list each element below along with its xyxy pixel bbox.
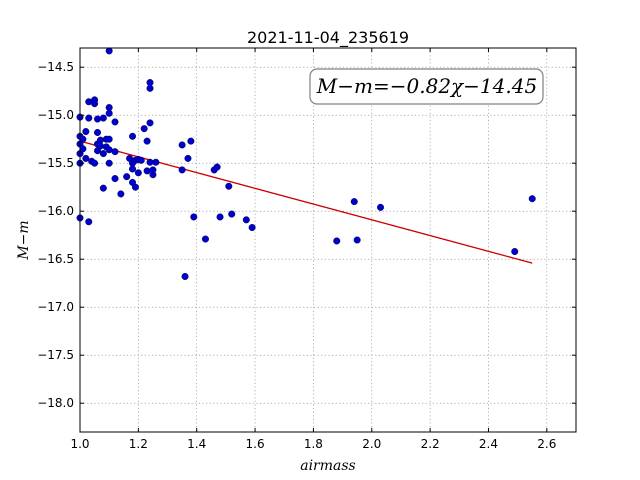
x-tick-label: 2.4 [479, 437, 498, 451]
chart-title: 2021-11-04_235619 [247, 28, 409, 48]
data-point [111, 148, 119, 156]
data-point [117, 190, 125, 198]
x-tick-label: 2.6 [537, 437, 556, 451]
data-point [228, 210, 236, 218]
data-point [333, 237, 341, 245]
data-point [79, 145, 87, 153]
data-point [146, 119, 154, 127]
data-point [99, 184, 107, 192]
y-tick-label: −15.0 [37, 108, 74, 122]
data-point [105, 135, 113, 143]
fit-annotation: M−m=−0.82χ−14.45 [309, 68, 544, 105]
data-point [178, 141, 186, 149]
data-point [111, 118, 119, 126]
data-point [99, 150, 107, 158]
x-axis-label: airmass [300, 458, 356, 474]
y-tick-label: −15.5 [37, 156, 74, 170]
data-point [134, 169, 142, 177]
y-tick-label: −18.0 [37, 396, 74, 410]
data-point [131, 183, 139, 191]
data-point [146, 84, 154, 92]
data-point [137, 156, 145, 164]
data-point [152, 158, 160, 166]
data-point [85, 98, 93, 106]
data-point [248, 224, 256, 232]
y-tick-label: −14.5 [37, 60, 74, 74]
data-point [225, 182, 233, 190]
data-point [123, 173, 131, 181]
annotation-box [309, 68, 544, 105]
data-point [94, 128, 102, 136]
data-point [82, 154, 90, 162]
x-tick-label: 1.4 [187, 437, 206, 451]
annotation-text: M−m=−0.82χ−14.45 [316, 74, 537, 98]
plot-frame [79, 47, 577, 433]
data-point [85, 218, 93, 226]
y-tick-label: −17.5 [37, 348, 74, 362]
data-point [111, 175, 119, 183]
x-tick-label: 1.2 [129, 437, 148, 451]
data-point [143, 167, 151, 175]
y-tick-labels: −14.5 −15.0 −15.5 −16.0 −16.5 −17.0 −17.5 −18.0 [37, 60, 74, 410]
data-point [213, 163, 221, 171]
x-tick-label: 1.6 [246, 437, 265, 451]
data-point [143, 137, 151, 145]
data-point [350, 198, 358, 206]
data-point [94, 115, 102, 123]
data-point [105, 47, 113, 55]
data-point [511, 248, 519, 256]
data-point [216, 213, 224, 221]
data-point [96, 142, 104, 150]
data-point [187, 137, 195, 145]
x-tick-label: 2.0 [362, 437, 381, 451]
data-point [79, 135, 87, 143]
y-tick-label: −16.5 [37, 252, 74, 266]
data-point [99, 114, 107, 122]
data-point [181, 272, 189, 280]
x-tick-label: 1.0 [70, 437, 89, 451]
data-point [129, 165, 137, 173]
x-tick-label: 2.2 [421, 437, 440, 451]
y-tick-label: −17.0 [37, 300, 74, 314]
data-point [353, 236, 361, 244]
axis-ticks [79, 48, 576, 432]
data-point [129, 132, 137, 140]
x-tick-labels: 1.0 1.2 1.4 1.6 1.8 2.0 2.2 2.4 2.6 [70, 437, 556, 451]
data-point [91, 159, 99, 167]
data-point [190, 213, 198, 221]
data-point [146, 158, 154, 166]
x-tick-label: 1.8 [304, 437, 323, 451]
y-axis-label: M−m [16, 220, 32, 260]
data-point [105, 146, 113, 154]
data-point [178, 166, 186, 174]
data-point [528, 195, 536, 203]
data-point [184, 154, 192, 162]
data-point [105, 159, 113, 167]
data-point [82, 128, 90, 136]
data-point [85, 114, 93, 122]
data-point [149, 166, 157, 174]
data-point [91, 100, 99, 108]
data-point [377, 203, 385, 211]
data-point [201, 235, 209, 243]
data-point [242, 216, 250, 224]
y-tick-label: −16.0 [37, 204, 74, 218]
data-points [76, 47, 536, 280]
data-point [140, 125, 148, 133]
data-point [105, 109, 113, 117]
